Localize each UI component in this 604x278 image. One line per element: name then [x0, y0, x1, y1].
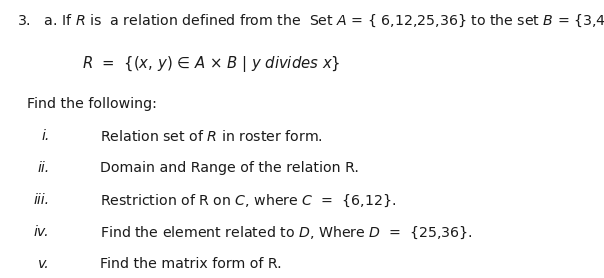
Text: Find the following:: Find the following: — [27, 97, 157, 111]
Text: $R$  =  {($x$, $y$) ∈ $A$ × $B$ | $y$ $\it{divides}$ $x$}: $R$ = {($x$, $y$) ∈ $A$ × $B$ | $y$ $\it… — [82, 54, 340, 74]
Text: Domain and Range of the relation R.: Domain and Range of the relation R. — [100, 161, 359, 175]
Text: Restriction of R on $C$, where $C$  =  {6,12}.: Restriction of R on $C$, where $C$ = {6,… — [100, 193, 396, 210]
Text: ii.: ii. — [37, 161, 50, 175]
Text: iv.: iv. — [34, 225, 50, 239]
Text: Relation set of $R$ in roster form.: Relation set of $R$ in roster form. — [100, 129, 323, 144]
Text: iii.: iii. — [33, 193, 50, 207]
Text: Find the element related to $D$, Where $D$  =  {25,36}.: Find the element related to $D$, Where $… — [100, 225, 472, 242]
Text: 3.   a. If $R$ is  a relation defined from the  Set $A$ = { 6,12,25,36} to the s: 3. a. If $R$ is a relation defined from … — [17, 13, 604, 29]
Text: i.: i. — [41, 129, 50, 143]
Text: v.: v. — [38, 257, 50, 271]
Text: Find the matrix form of R.: Find the matrix form of R. — [100, 257, 281, 271]
